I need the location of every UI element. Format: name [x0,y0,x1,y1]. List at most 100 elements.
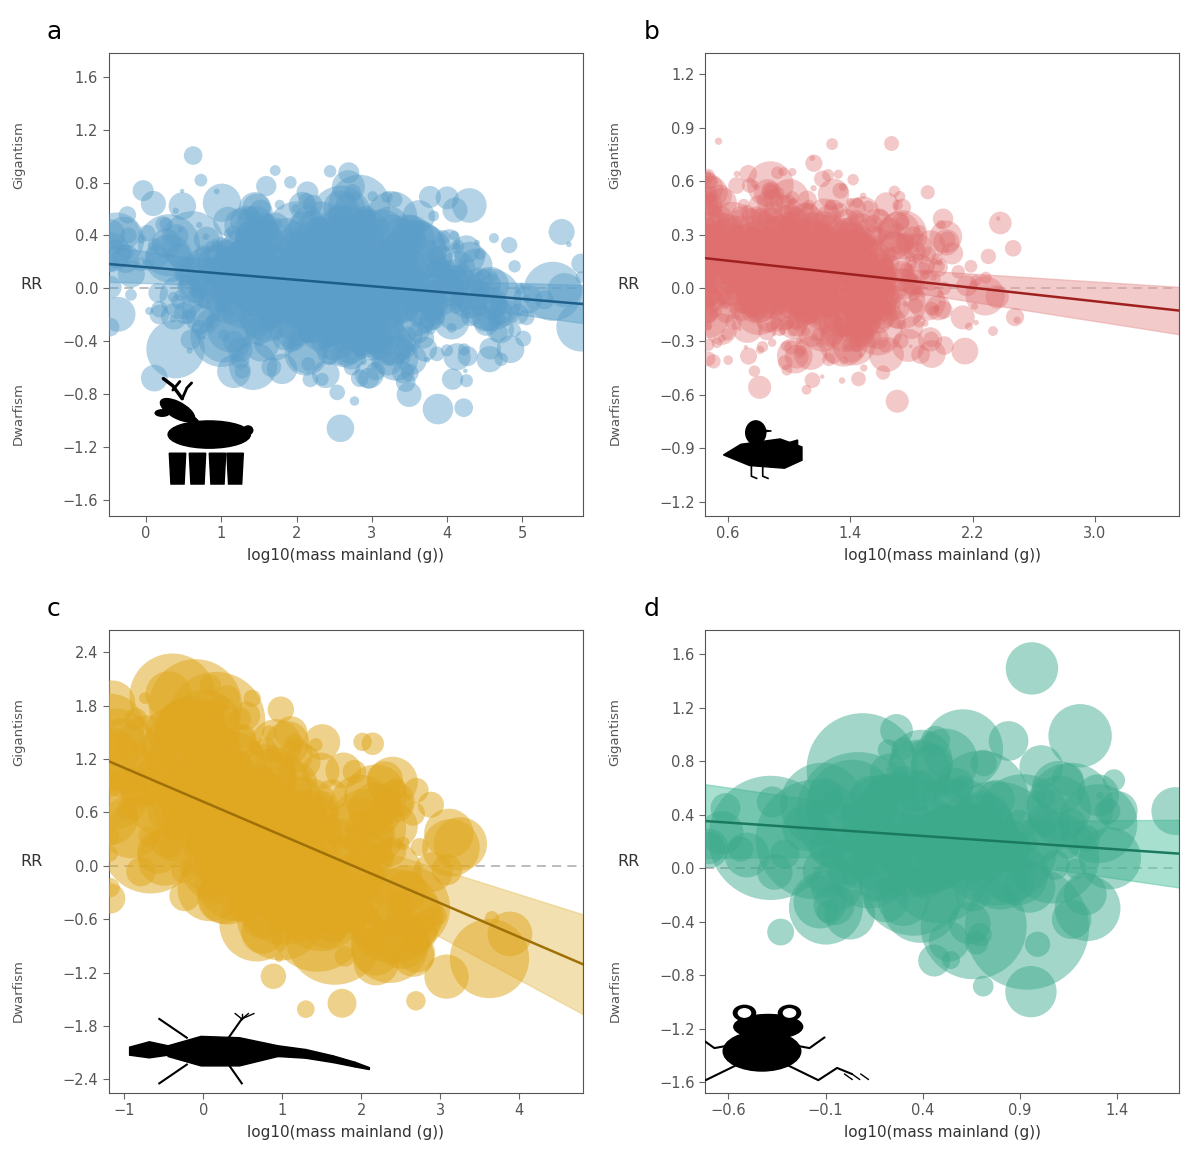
Point [878,268,898,287]
Point [858,296,877,315]
Point [788,251,808,269]
Point [350,265,370,283]
Point [275,842,294,860]
Point [500,340,520,359]
Point [727,165,746,183]
Point [749,261,768,280]
Point [469,300,488,318]
Point [755,284,774,303]
Point [744,271,763,289]
Point [760,274,779,293]
Point [791,236,810,254]
Point [397,241,416,260]
Point [774,275,793,294]
Point [236,813,256,831]
Point [941,951,960,969]
Point [838,318,857,337]
Point [342,345,361,363]
Point [869,267,888,286]
Point [846,233,865,252]
Point [205,265,224,283]
Point [941,851,960,870]
Point [318,229,337,247]
Point [316,918,335,937]
Point [1037,788,1056,807]
Point [769,222,788,240]
Point [466,287,485,305]
Point [233,296,252,315]
Point [863,297,882,316]
Point [268,842,287,860]
Point [714,293,733,311]
Point [853,266,872,284]
Point [341,262,360,281]
Point [880,764,899,783]
Point [552,223,571,241]
Point [698,273,718,291]
Point [724,265,743,283]
Point [799,260,818,279]
Point [744,228,763,246]
Point [894,843,913,861]
Point [804,233,823,252]
Point [848,194,868,212]
Point [713,330,732,348]
Point [812,367,832,385]
Point [292,264,311,282]
Point [287,289,306,308]
Point [857,233,876,252]
Point [737,257,756,275]
Point [875,271,894,289]
Point [209,253,228,272]
Point [840,904,859,923]
Point [292,282,311,301]
Point [778,262,797,281]
Point [766,259,785,277]
Point [266,736,286,755]
Point [767,296,786,315]
Point [1104,771,1123,789]
Point [758,275,778,294]
Point [824,266,844,284]
Point [701,187,720,205]
Point [839,223,858,241]
Point [827,875,846,894]
Point [796,295,815,313]
Point [868,316,887,334]
Point [241,259,260,277]
Point [763,266,782,284]
Point [328,271,347,289]
Point [960,914,979,932]
Point [224,764,244,783]
Point [844,233,863,252]
Point [241,792,260,810]
Point [785,245,804,264]
Point [344,391,364,410]
Point [456,361,475,380]
Point [798,259,817,277]
Point [866,259,886,277]
Point [328,296,347,315]
Point [773,272,792,290]
Point [785,262,804,281]
Point [899,250,918,268]
Point [749,195,768,214]
Point [815,224,834,243]
Point [224,280,244,298]
Point [743,243,762,261]
Point [380,280,400,298]
Point [780,252,799,271]
Point [514,330,533,348]
Point [206,712,226,730]
Point [796,275,815,294]
Point [302,211,322,230]
Point [368,330,388,348]
Point [749,225,768,244]
Point [197,230,216,248]
Point [194,329,214,347]
Point [368,271,388,289]
Point [997,871,1016,889]
Point [854,359,874,377]
Point [402,295,421,313]
Point [348,271,367,289]
